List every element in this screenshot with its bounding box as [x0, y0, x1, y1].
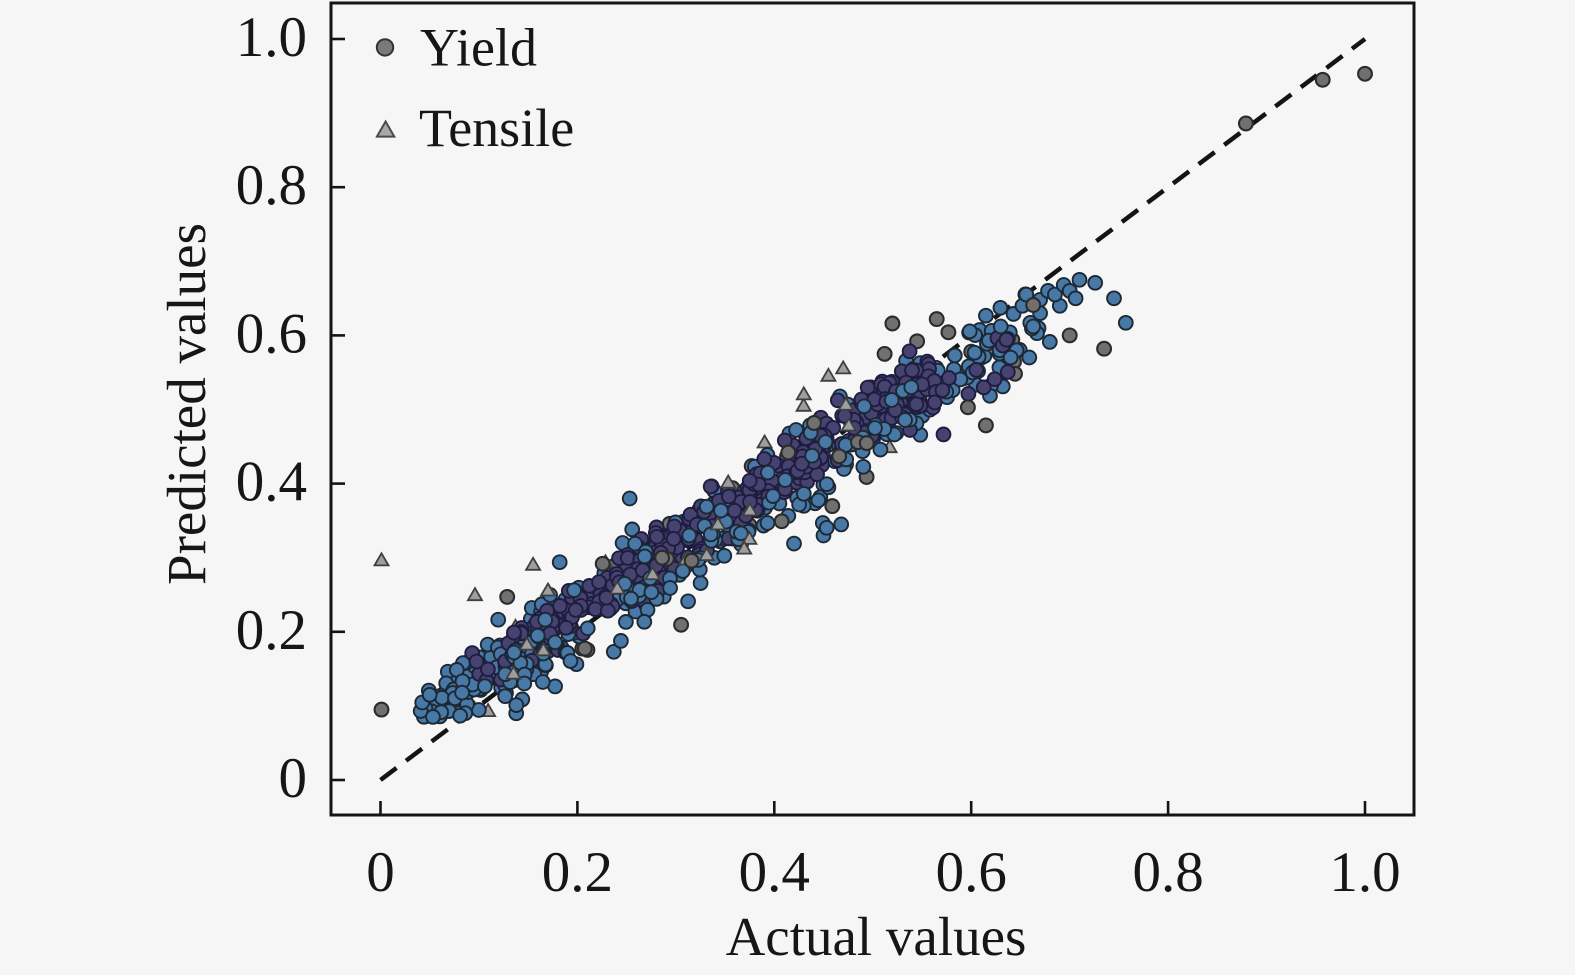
svg-text:0.8: 0.8: [236, 154, 307, 217]
svg-text:0.8: 0.8: [1132, 841, 1203, 904]
svg-text:0.2: 0.2: [236, 599, 307, 662]
svg-text:0.6: 0.6: [236, 302, 307, 365]
svg-text:0: 0: [366, 841, 395, 904]
svg-text:0: 0: [279, 747, 308, 810]
svg-text:Tensile: Tensile: [419, 98, 574, 158]
svg-text:1.0: 1.0: [236, 6, 307, 69]
svg-text:Actual values: Actual values: [726, 906, 1027, 967]
svg-text:Yield: Yield: [420, 18, 537, 78]
svg-text:0.4: 0.4: [739, 841, 810, 904]
svg-text:0.6: 0.6: [936, 841, 1007, 904]
svg-text:0.4: 0.4: [236, 451, 307, 514]
svg-text:0.2: 0.2: [542, 841, 613, 904]
svg-text:1.0: 1.0: [1329, 841, 1400, 904]
svg-text:Predicted values: Predicted values: [156, 223, 217, 585]
